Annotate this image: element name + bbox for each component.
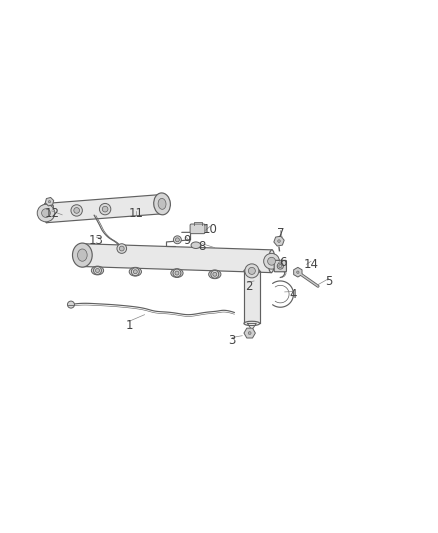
Ellipse shape [157,195,162,214]
Ellipse shape [279,264,282,268]
Ellipse shape [158,198,166,209]
Ellipse shape [94,266,102,274]
Text: 10: 10 [203,223,218,236]
Ellipse shape [208,270,221,279]
FancyBboxPatch shape [42,205,53,211]
Ellipse shape [175,238,180,242]
Text: 6: 6 [279,256,286,269]
Ellipse shape [175,271,179,275]
Text: 2: 2 [245,280,253,293]
Ellipse shape [72,243,92,267]
Ellipse shape [268,257,276,265]
Ellipse shape [297,271,299,273]
Polygon shape [45,195,161,223]
Ellipse shape [171,269,183,278]
Ellipse shape [248,268,255,274]
Ellipse shape [129,268,141,276]
Ellipse shape [245,264,259,278]
Ellipse shape [79,244,85,266]
Ellipse shape [213,272,217,276]
Ellipse shape [67,301,74,308]
Text: 3: 3 [229,335,236,348]
Ellipse shape [154,193,170,215]
Ellipse shape [248,332,251,335]
Ellipse shape [244,321,260,326]
Ellipse shape [74,207,79,213]
Ellipse shape [173,269,181,277]
Text: 1: 1 [125,319,133,332]
Polygon shape [274,236,284,246]
Ellipse shape [37,204,55,222]
Ellipse shape [117,244,127,253]
Ellipse shape [191,242,201,248]
FancyBboxPatch shape [274,260,286,272]
Text: 5: 5 [325,276,332,288]
Ellipse shape [277,263,283,269]
Text: 8: 8 [199,240,206,253]
Ellipse shape [43,204,49,223]
Ellipse shape [264,253,279,269]
FancyBboxPatch shape [190,224,205,233]
Ellipse shape [48,200,50,203]
Ellipse shape [78,249,87,261]
Ellipse shape [71,205,82,216]
Polygon shape [45,197,54,206]
Text: 9: 9 [183,233,191,247]
Ellipse shape [95,269,99,272]
Ellipse shape [102,206,108,212]
Text: 11: 11 [128,207,143,221]
Text: 12: 12 [44,207,59,221]
Polygon shape [82,244,272,272]
Ellipse shape [131,268,139,276]
Ellipse shape [268,250,275,272]
Polygon shape [244,328,255,338]
Text: 13: 13 [89,233,104,247]
Ellipse shape [278,240,280,243]
Ellipse shape [173,236,181,244]
Ellipse shape [99,204,111,215]
Ellipse shape [211,270,219,278]
Ellipse shape [92,266,104,275]
Ellipse shape [244,269,260,273]
Ellipse shape [133,270,137,273]
Text: 4: 4 [290,288,297,302]
Polygon shape [293,268,302,277]
Ellipse shape [42,209,50,217]
Polygon shape [244,271,260,324]
Ellipse shape [119,246,124,251]
Text: 7: 7 [276,227,284,240]
Text: 14: 14 [304,258,318,271]
